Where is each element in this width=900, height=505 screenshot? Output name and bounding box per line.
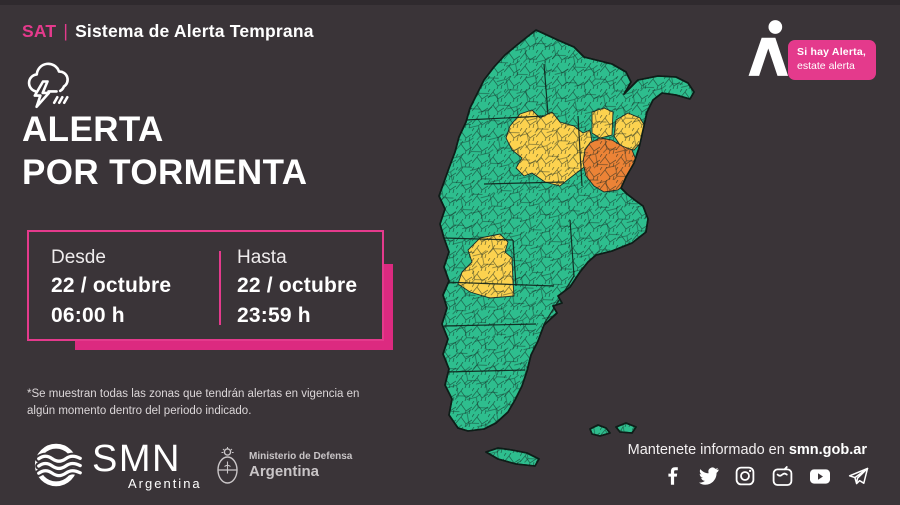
campaign-badge-line2: estate alerta	[797, 59, 855, 72]
smn-country: Argentina	[128, 476, 202, 491]
period-from-label: Desde	[51, 247, 106, 268]
alert-person-icon	[748, 20, 789, 76]
info-text: Mantenete informado en	[627, 442, 789, 458]
campaign-badge-box: Si hay Alerta, estate alerta	[788, 40, 876, 81]
sat-separator: |	[63, 21, 69, 41]
period-from: Desde 22 / octubre 06:00 h	[51, 247, 219, 339]
period-to-time: 23:59 h	[237, 304, 311, 327]
ministry-line1: Ministerio de Defensa	[249, 451, 353, 462]
alert-title-line2: POR TORMENTA	[22, 153, 308, 192]
telegram-icon[interactable]	[848, 467, 869, 486]
smn-mark-icon	[34, 443, 84, 487]
social-icons-row	[665, 464, 869, 488]
sat-acronym: SAT	[22, 21, 57, 41]
sat-program-name: Sistema de Alerta Temprana	[75, 21, 314, 41]
campaign-badge: Si hay Alerta, estate alerta	[747, 16, 876, 81]
smn-url[interactable]: smn.gob.ar	[788, 442, 867, 458]
campaign-badge-line1: Si hay Alerta,	[797, 46, 866, 58]
youtube-icon[interactable]	[809, 468, 831, 485]
period-to-label: Hasta	[237, 247, 287, 268]
top-strip	[0, 0, 900, 5]
period-divider	[219, 251, 221, 325]
period-from-time: 06:00 h	[51, 304, 125, 327]
twitter-icon[interactable]	[698, 467, 719, 485]
footnote: *Se muestran todas las zonas que tendrán…	[27, 388, 360, 417]
period-to: Hasta 22 / octubre 23:59 h	[221, 247, 357, 339]
argentina-alert-map	[438, 29, 695, 467]
smn-logo: SMN Argentina	[32, 438, 202, 492]
storm-cloud-lightning-icon	[22, 60, 76, 110]
ministry-logo: Ministerio de Defensa Argentina	[214, 446, 352, 486]
alert-title: ALERTA POR TORMENTA	[22, 108, 307, 194]
alert-title-line1: ALERTA	[22, 110, 164, 149]
alert-period-box: Desde 22 / octubre 06:00 h Hasta 22 / oc…	[27, 230, 393, 350]
footer-info: Mantenete informado en smn.gob.ar	[628, 442, 867, 458]
map-outline	[438, 29, 695, 467]
smn-name: SMN	[92, 438, 181, 480]
instagram-icon[interactable]	[735, 466, 755, 486]
period-to-date: 22 / octubre	[237, 274, 358, 297]
period-from-date: 22 / octubre	[51, 274, 172, 297]
facebook-icon[interactable]	[665, 467, 681, 485]
map-department-grid2	[439, 30, 694, 466]
sat-header: SAT | Sistema de Alerta Temprana	[22, 21, 314, 42]
igtv-icon[interactable]	[772, 465, 793, 487]
map-province-borders	[442, 63, 583, 373]
coat-of-arms-icon	[217, 447, 238, 484]
ministry-line2: Argentina	[249, 463, 320, 480]
